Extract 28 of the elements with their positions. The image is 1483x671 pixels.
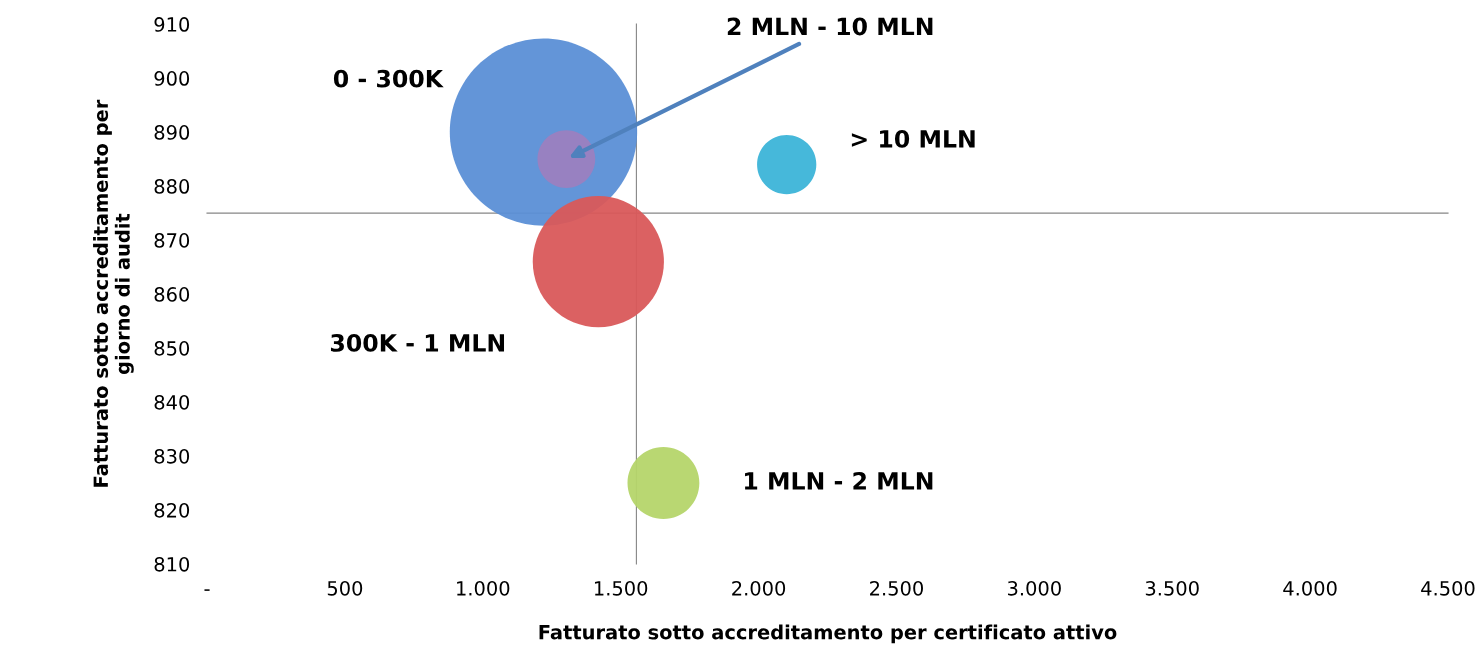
x-tick-label: 2.000 (732, 580, 786, 596)
y-tick-label: 830 (154, 448, 190, 464)
y-tick-label: 860 (154, 287, 190, 302)
x-tick-label: 2.500 (870, 580, 923, 596)
text: 300K - 1 MLN (330, 334, 505, 352)
series-label: 1 MLN - 2 MLN (745, 471, 933, 490)
y-tick-label: 880 (154, 179, 190, 194)
y-tick-label: 840 (154, 394, 190, 410)
y-tick-label: 810 (154, 556, 190, 572)
x-tick-label: 3.500 (1145, 580, 1199, 596)
series-label: > 10 MLN (851, 129, 975, 148)
x-tick-label: 1.000 (457, 580, 510, 596)
x-tick-label: - (204, 589, 210, 591)
y-tick-label: 850 (154, 341, 190, 356)
y-tick-label: 890 (154, 125, 190, 140)
x-tick-label: 1.500 (594, 580, 648, 596)
x-tick-label: 4.500 (1421, 580, 1475, 596)
x-tick-label: 3.000 (1007, 580, 1061, 596)
y-tick-label: 870 (154, 233, 190, 248)
y-axis-title: Fatturato sotto accreditamento per giorno di audit (93, 99, 134, 487)
y-tick-label: 820 (154, 502, 190, 518)
y-tick-label: 910 (154, 17, 190, 32)
x-axis-title: Fatturato sotto accreditamento per certificato attivo (539, 624, 1117, 644)
x-tick-label: 500 (327, 580, 363, 596)
text: 2 MLN - 10 MLN (727, 17, 933, 36)
x-tick-label: 4.000 (1283, 580, 1337, 596)
y-tick-label: 900 (154, 71, 190, 86)
series-label: 0 - 300K (333, 69, 444, 88)
